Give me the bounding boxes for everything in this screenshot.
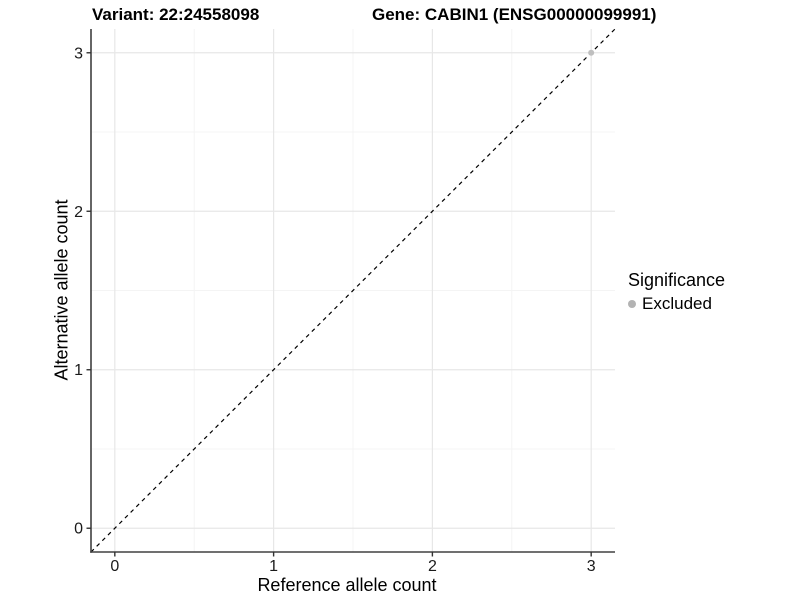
legend-title: Significance xyxy=(628,270,726,290)
legend-item-excluded: Excluded xyxy=(628,294,725,314)
y-axis-title: Alternative allele count xyxy=(51,199,72,381)
legend: Significance Excluded xyxy=(628,270,725,314)
y-tick-label: 3 xyxy=(74,45,83,62)
legend-item-label: Excluded xyxy=(642,294,712,313)
plot-title-gene: Gene: CABIN1 (ENSG00000099991) xyxy=(372,5,657,24)
x-tick-label: 1 xyxy=(269,558,278,575)
x-tick-label: 0 xyxy=(110,558,119,575)
y-tick-label: 2 xyxy=(74,204,83,221)
legend-point-icon xyxy=(628,300,636,308)
x-axis-title: Reference allele count xyxy=(257,575,437,595)
x-tick-label: 2 xyxy=(428,558,437,575)
x-tick-label: 3 xyxy=(587,558,596,575)
y-tick-label: 1 xyxy=(74,362,83,379)
y-tick-label: 0 xyxy=(74,521,83,538)
identity-line xyxy=(90,28,616,553)
plot-title-variant: Variant: 22:24558098 xyxy=(92,5,260,24)
data-point-excluded xyxy=(588,49,595,56)
